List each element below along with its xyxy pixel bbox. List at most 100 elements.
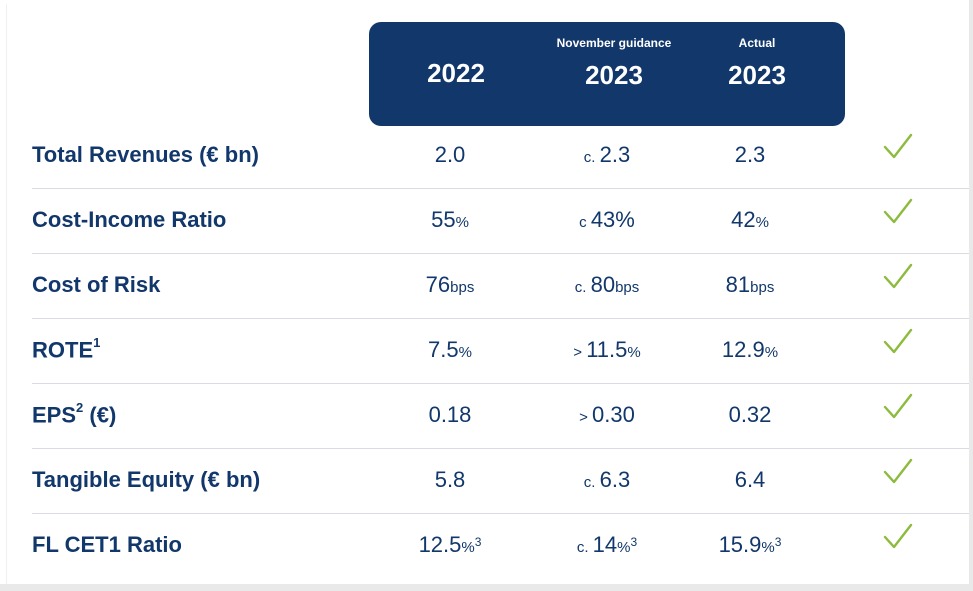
value-unit: bps — [450, 279, 475, 296]
header-col-subtitle: November guidance — [556, 36, 672, 50]
value-unit: % — [627, 344, 641, 361]
value-2022: 2.0 — [380, 142, 520, 168]
table-row: Cost-Income Ratio 55% c 43% 42% — [32, 189, 970, 254]
value-guidance-2023: c. 6.3 — [537, 467, 677, 493]
row-label-text: EPS — [32, 402, 77, 428]
value-prefix: c. — [583, 474, 600, 491]
header-col-subtitle: Actual — [738, 36, 776, 50]
value-prefix: c. — [583, 149, 600, 166]
value-unit: % — [617, 539, 631, 556]
checkmark-icon — [882, 195, 918, 231]
row-label: Cost of Risk — [32, 272, 160, 298]
value-number: 76 — [425, 272, 451, 297]
value-number: 80 — [590, 272, 616, 297]
value-guidance-2023: > 11.5% — [537, 337, 677, 363]
checkmark-icon — [882, 130, 918, 166]
value-2022: 5.8 — [380, 467, 520, 493]
row-label-text: Cost-Income Ratio — [32, 207, 227, 232]
value-unit: % — [755, 214, 769, 231]
row-label-text: FL CET1 Ratio — [32, 532, 182, 557]
table-row: Total Revenues (€ bn) 2.0 c. 2.3 2.3 — [32, 124, 970, 189]
value-actual-2023: 81bps — [680, 272, 820, 298]
value-number: 55 — [431, 207, 456, 232]
row-label-text: Total Revenues (€ bn) — [32, 142, 259, 167]
table-row: Tangible Equity (€ bn) 5.8 c. 6.3 6.4 — [32, 449, 970, 514]
value-number: 11.5 — [586, 337, 628, 362]
value-actual-2023: 6.4 — [680, 467, 820, 493]
checkmark-icon — [882, 455, 918, 491]
table-row: EPS2 (€) 0.18 > 0.30 0.32 — [32, 384, 970, 449]
value-prefix: c. — [576, 539, 593, 556]
value-number: 0.30 — [592, 402, 635, 427]
header-col-year: 2023 — [585, 60, 643, 90]
row-label-text: Tangible Equity (€ bn) — [32, 467, 261, 492]
value-number: 5.8 — [434, 467, 466, 492]
slide-canvas: 2022 November guidance 2023 Actual 2023 — [6, 4, 973, 584]
value-unit: % — [761, 539, 775, 556]
header-col-2022: 2022 — [381, 22, 531, 126]
header-col-year: 2022 — [427, 58, 485, 88]
value-unit: bps — [750, 279, 775, 296]
value-guidance-2023: c. 14%3 — [537, 532, 677, 558]
value-guidance-2023: > 0.30 — [537, 402, 677, 428]
checkmark-icon — [882, 260, 918, 296]
value-number: 81 — [725, 272, 751, 297]
page-edge-bottom — [0, 584, 973, 591]
value-actual-2023: 42% — [680, 207, 820, 233]
value-footnote: 3 — [630, 535, 638, 549]
value-actual-2023: 0.32 — [680, 402, 820, 428]
value-number: 14 — [592, 532, 618, 557]
value-number: 2.3 — [734, 142, 766, 167]
value-number: 0.18 — [428, 402, 472, 427]
value-prefix: c. — [574, 279, 591, 296]
value-actual-2023: 2.3 — [680, 142, 820, 168]
value-prefix: c — [579, 214, 591, 231]
value-unit: % — [455, 214, 469, 231]
header-col-actual: Actual 2023 — [682, 22, 832, 126]
page-edge-right — [969, 0, 973, 591]
value-2022: 76bps — [380, 272, 520, 298]
value-number: 42 — [731, 207, 756, 232]
value-actual-2023: 15.9%3 — [680, 532, 820, 558]
value-actual-2023: 12.9% — [680, 337, 820, 363]
row-label: EPS2 (€) — [32, 400, 117, 428]
row-label-text: ROTE — [32, 337, 94, 363]
checkmark-icon — [882, 520, 918, 556]
value-unit: % — [458, 344, 472, 361]
value-number: 6.4 — [734, 467, 766, 492]
value-number: 7.5 — [428, 337, 459, 362]
value-guidance-2023: c 43% — [537, 207, 677, 233]
value-2022: 12.5%3 — [380, 532, 520, 558]
value-2022: 7.5% — [380, 337, 520, 363]
table-row: FL CET1 Ratio 12.5%3 c. 14%3 15.9%3 — [32, 514, 970, 578]
value-number: 12.9 — [721, 337, 765, 362]
table-row: ROTE1 7.5% > 11.5% 12.9% — [32, 319, 970, 384]
value-unit: bps — [615, 279, 640, 296]
value-2022: 55% — [380, 207, 520, 233]
checkmark-icon — [882, 390, 918, 426]
row-label-text: Cost of Risk — [32, 272, 161, 297]
checkmark-icon — [882, 325, 918, 361]
value-number: 12.5 — [418, 532, 462, 557]
value-number: 2.0 — [434, 142, 466, 167]
row-label-unit: (€) — [83, 402, 117, 428]
footnote-marker: 2 — [76, 400, 84, 415]
value-prefix: > — [573, 344, 587, 361]
row-label: FL CET1 Ratio — [32, 532, 182, 558]
value-unit: % — [764, 344, 779, 361]
row-label: Total Revenues (€ bn) — [32, 142, 259, 168]
value-guidance-2023: c. 80bps — [537, 272, 677, 298]
table-header: 2022 November guidance 2023 Actual 2023 — [369, 22, 845, 126]
footnote-marker: 1 — [93, 335, 101, 350]
row-label: ROTE1 — [32, 335, 101, 363]
value-unit: % — [461, 539, 475, 556]
value-number: 43% — [590, 207, 635, 232]
value-number: 2.3 — [599, 142, 631, 167]
table-row: Cost of Risk 76bps c. 80bps 81bps — [32, 254, 970, 319]
header-col-guidance: November guidance 2023 — [539, 22, 689, 126]
value-footnote: 3 — [774, 535, 782, 549]
header-col-year: 2023 — [728, 60, 786, 90]
row-label: Cost-Income Ratio — [32, 207, 226, 233]
value-number: 15.9 — [718, 532, 762, 557]
value-number: 0.32 — [728, 402, 772, 427]
